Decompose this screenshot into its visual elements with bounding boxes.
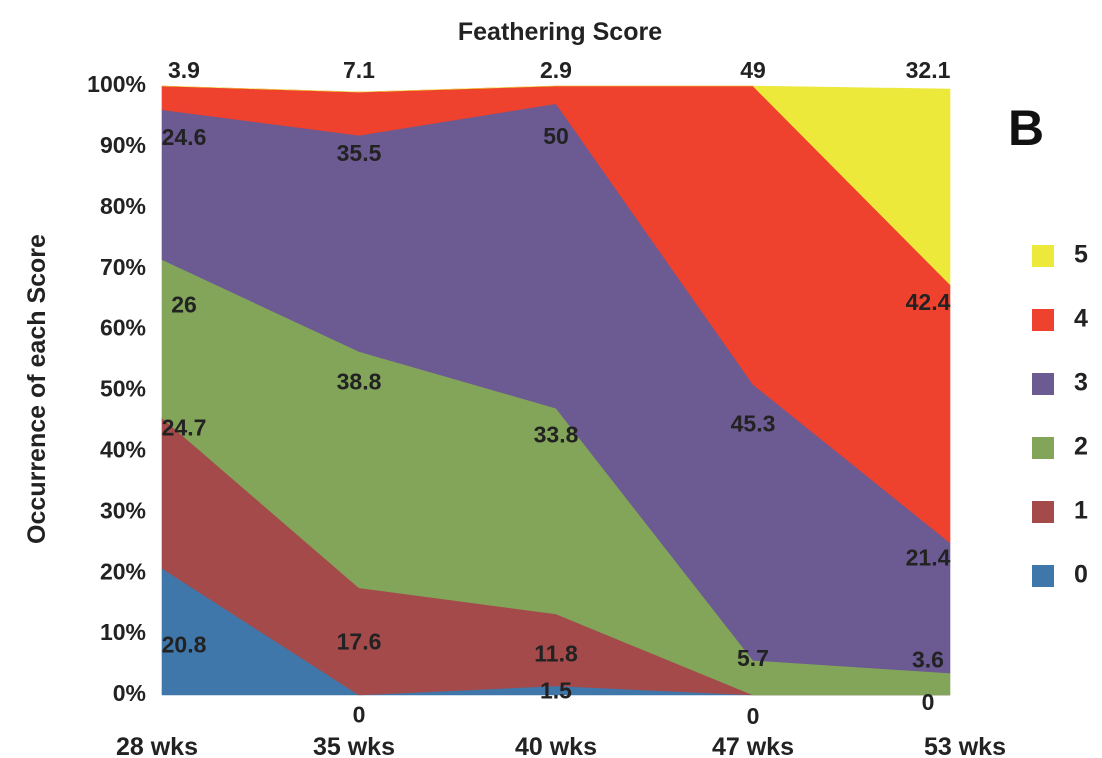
top-label: 2.9: [540, 57, 572, 83]
y-tick-label: 20%: [100, 558, 146, 584]
data-label: 0: [353, 701, 366, 727]
data-label: 24.7: [162, 415, 207, 441]
legend-swatch-1: [1032, 501, 1054, 523]
y-tick-label: 10%: [100, 619, 146, 645]
y-tick-label: 90%: [100, 132, 146, 158]
top-label: 3.9: [168, 57, 200, 83]
x-tick-label: 47 wks: [712, 733, 794, 758]
x-tick-label: 40 wks: [515, 733, 597, 758]
legend-swatch-0: [1032, 565, 1054, 587]
y-tick-label: 30%: [100, 497, 146, 523]
y-axis-label: Occurrence of each Score: [23, 234, 51, 544]
x-tick-label: 53 wks: [924, 733, 1006, 758]
top-label: 49: [740, 57, 766, 83]
data-label: 26: [171, 292, 197, 318]
legend-label-1: 1: [1074, 497, 1088, 525]
data-label: 3.6: [912, 647, 944, 673]
legend-label-3: 3: [1074, 369, 1088, 397]
data-label: 0: [922, 689, 935, 715]
axes: 0% 10% 20% 30% 40% 50% 60% 70% 80% 90% 100% 28 wks 3…: [87, 71, 1006, 758]
legend-swatch-4: [1032, 309, 1054, 331]
data-label: 24.6: [162, 124, 207, 150]
chart-title: Feathering Score: [458, 18, 662, 46]
data-label: 17.6: [337, 628, 382, 654]
stacked-areas: [161, 85, 951, 696]
legend: 5 4 3 2 1 0: [1032, 241, 1088, 589]
data-label: 5.7: [737, 645, 769, 671]
legend-label-2: 2: [1074, 433, 1088, 461]
legend-label-4: 4: [1074, 305, 1088, 333]
legend-swatch-3: [1032, 373, 1054, 395]
data-label: 50: [543, 123, 569, 149]
legend-swatch-5: [1032, 245, 1054, 267]
data-label: 45.3: [731, 410, 776, 436]
data-labels: 20.8 24.7 26 24.6 0 17.6 38.8 35.5 1.5 11.8 33.8 50…: [162, 57, 951, 729]
area-score-5: [161, 85, 951, 286]
legend-label-5: 5: [1074, 241, 1088, 269]
y-tick-label: 100%: [87, 71, 146, 97]
data-label: 35.5: [337, 140, 382, 166]
y-tick-label: 0%: [113, 680, 146, 706]
legend-label-0: 0: [1074, 561, 1088, 589]
top-label: 7.1: [343, 57, 375, 83]
data-label: 21.4: [906, 544, 951, 570]
data-label: 11.8: [534, 640, 578, 666]
data-label: 20.8: [162, 631, 207, 657]
y-tick-label: 80%: [100, 193, 146, 219]
panel-label: B: [1008, 100, 1044, 156]
legend-swatch-2: [1032, 437, 1054, 459]
y-tick-label: 40%: [100, 436, 146, 462]
data-label: 0: [747, 703, 760, 729]
x-tick-label: 35 wks: [313, 733, 395, 758]
top-label: 32.1: [906, 57, 951, 83]
data-label: 1.5: [540, 678, 572, 704]
data-label: 33.8: [534, 421, 579, 447]
data-label: 42.4: [906, 289, 951, 315]
y-tick-label: 50%: [100, 376, 146, 402]
y-tick-label: 70%: [100, 254, 146, 280]
y-tick-label: 60%: [100, 315, 146, 341]
data-label: 38.8: [337, 368, 382, 394]
x-tick-label: 28 wks: [116, 733, 198, 758]
